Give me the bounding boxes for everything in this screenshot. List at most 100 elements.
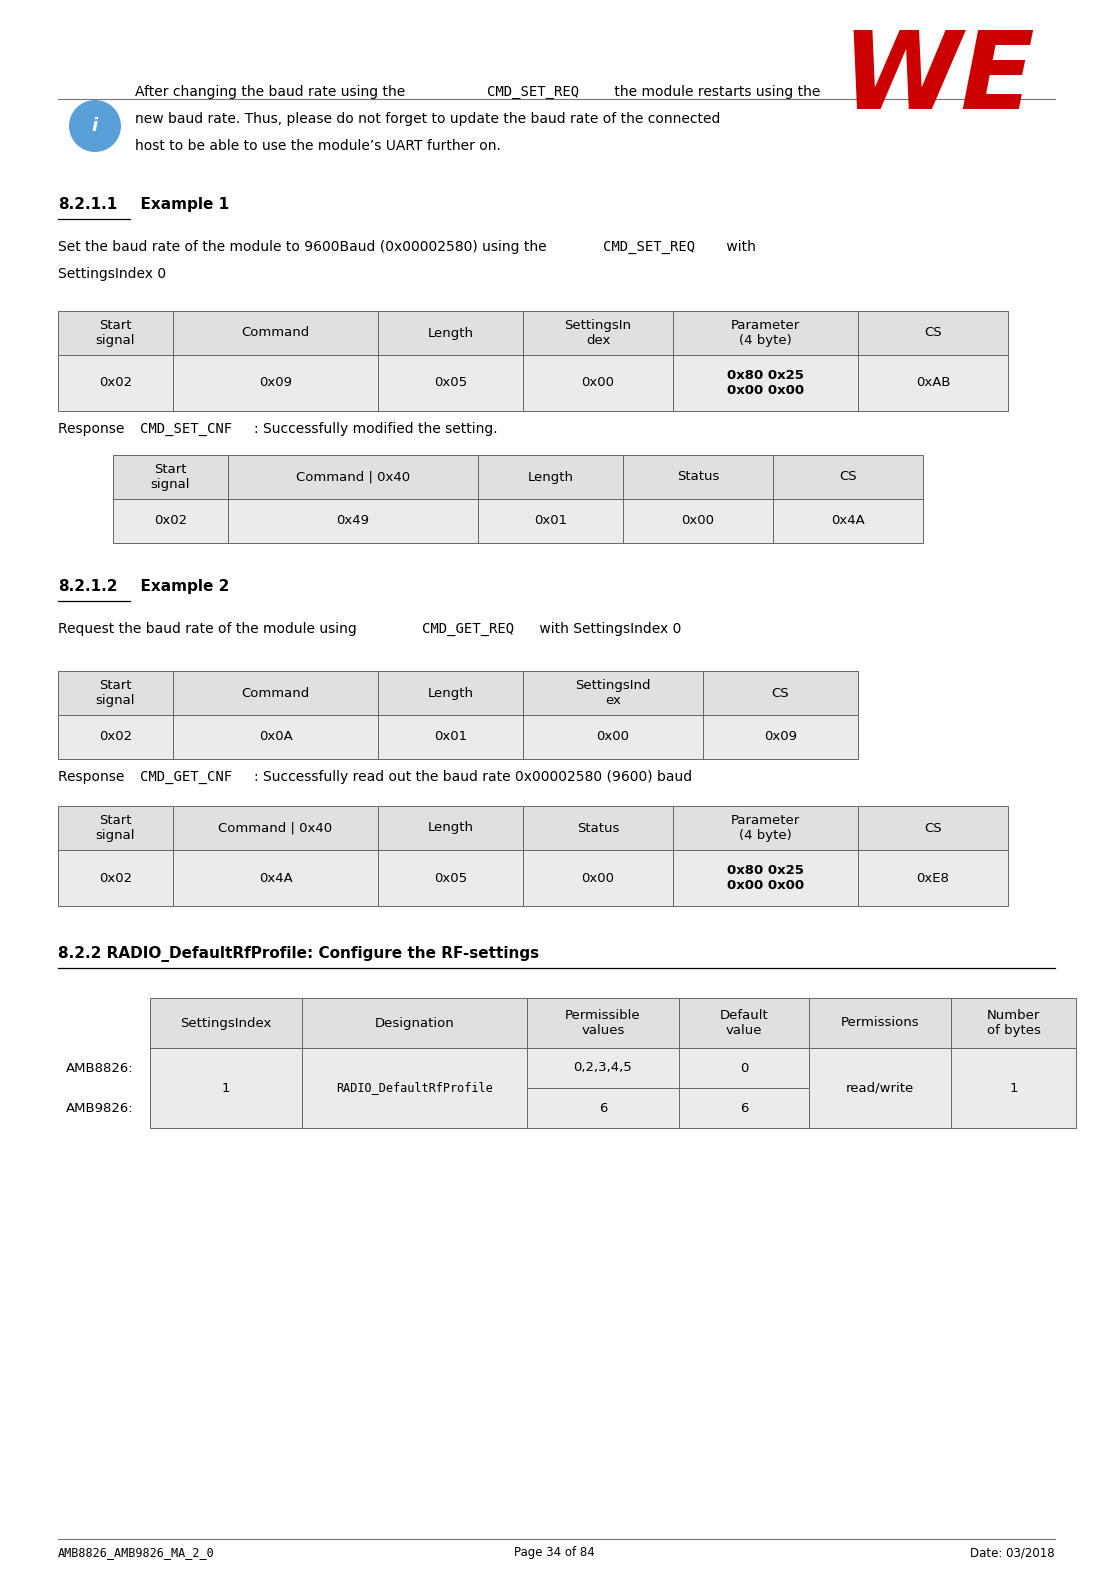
Text: Parameter
(4 byte): Parameter (4 byte) bbox=[731, 814, 800, 843]
Text: 8.2.1.2: 8.2.1.2 bbox=[58, 579, 117, 594]
Bar bbox=[858, 806, 1008, 851]
Text: 0x05: 0x05 bbox=[434, 376, 468, 389]
Text: 0x02: 0x02 bbox=[154, 514, 187, 528]
Bar bbox=[858, 356, 1008, 411]
Text: AMB8826:: AMB8826: bbox=[66, 1061, 134, 1075]
Text: AMB9826:: AMB9826: bbox=[66, 1102, 134, 1115]
Bar bbox=[173, 311, 378, 356]
Text: host to be able to use the module’s UART further on.: host to be able to use the module’s UART… bbox=[135, 139, 501, 153]
Text: Page 34 of 84: Page 34 of 84 bbox=[514, 1546, 594, 1559]
Text: SettingsIndex 0: SettingsIndex 0 bbox=[58, 267, 166, 281]
Bar bbox=[478, 500, 623, 542]
Text: RADIO_DefaultRfProfile: RADIO_DefaultRfProfile bbox=[336, 1081, 493, 1094]
Bar bbox=[302, 1048, 527, 1127]
Text: the module restarts using the: the module restarts using the bbox=[609, 85, 820, 100]
Text: CMD_SET_REQ: CMD_SET_REQ bbox=[603, 240, 695, 255]
Bar bbox=[173, 670, 378, 715]
Text: 6: 6 bbox=[598, 1102, 607, 1115]
Text: 0x80 0x25
0x00 0x00: 0x80 0x25 0x00 0x00 bbox=[727, 368, 804, 397]
Text: SettingsIn
dex: SettingsIn dex bbox=[564, 319, 632, 346]
Text: CS: CS bbox=[924, 327, 942, 340]
Bar bbox=[527, 998, 679, 1048]
Bar bbox=[623, 455, 773, 500]
Text: Command | 0x40: Command | 0x40 bbox=[296, 471, 410, 484]
Text: Set the baud rate of the module to 9600Baud (0x00002580) using the: Set the baud rate of the module to 9600B… bbox=[58, 240, 551, 255]
Bar bbox=[773, 500, 923, 542]
Bar bbox=[702, 670, 858, 715]
Text: 0x4A: 0x4A bbox=[831, 514, 865, 528]
Bar bbox=[858, 311, 1008, 356]
Text: CMD_GET_REQ: CMD_GET_REQ bbox=[422, 623, 514, 636]
Text: Response: Response bbox=[58, 422, 129, 436]
Text: 0x0A: 0x0A bbox=[258, 730, 293, 743]
Text: 0,2,3,4,5: 0,2,3,4,5 bbox=[574, 1061, 633, 1075]
Bar bbox=[150, 1048, 302, 1127]
Bar bbox=[523, 851, 673, 906]
Text: CS: CS bbox=[771, 686, 789, 699]
Text: CMD_SET_REQ: CMD_SET_REQ bbox=[486, 85, 578, 100]
Bar bbox=[173, 715, 378, 759]
Text: 0xAB: 0xAB bbox=[915, 376, 951, 389]
Bar bbox=[378, 670, 523, 715]
Text: Command | 0x40: Command | 0x40 bbox=[218, 822, 332, 835]
Text: Default
value: Default value bbox=[719, 1009, 768, 1037]
Text: WE: WE bbox=[841, 25, 1035, 131]
Text: AMB8826_AMB9826_MA_2_0: AMB8826_AMB9826_MA_2_0 bbox=[58, 1546, 215, 1559]
Text: Length: Length bbox=[428, 686, 473, 699]
Text: Start
signal: Start signal bbox=[95, 814, 135, 843]
Bar bbox=[527, 1048, 679, 1088]
Text: with SettingsIndex 0: with SettingsIndex 0 bbox=[535, 621, 681, 636]
Text: read/write: read/write bbox=[845, 1081, 914, 1094]
Text: 0x01: 0x01 bbox=[434, 730, 468, 743]
Text: Permissible
values: Permissible values bbox=[565, 1009, 640, 1037]
Text: 0x49: 0x49 bbox=[337, 514, 369, 528]
Bar bbox=[523, 806, 673, 851]
Bar bbox=[478, 455, 623, 500]
Bar bbox=[58, 715, 173, 759]
Text: Response: Response bbox=[58, 770, 129, 784]
Bar bbox=[58, 311, 173, 356]
Bar bbox=[951, 1048, 1076, 1127]
Text: Command: Command bbox=[242, 686, 309, 699]
Text: 0x01: 0x01 bbox=[534, 514, 567, 528]
Text: 0x05: 0x05 bbox=[434, 871, 468, 884]
Text: Start
signal: Start signal bbox=[151, 463, 191, 492]
Bar bbox=[623, 500, 773, 542]
Text: 8.2.2 RADIO_DefaultRfProfile: Configure the RF-settings: 8.2.2 RADIO_DefaultRfProfile: Configure … bbox=[58, 945, 540, 961]
Bar bbox=[378, 715, 523, 759]
Bar bbox=[527, 1088, 679, 1127]
Bar bbox=[228, 500, 478, 542]
Text: Example 2: Example 2 bbox=[130, 579, 229, 594]
Text: CS: CS bbox=[839, 471, 856, 484]
Text: CS: CS bbox=[924, 822, 942, 835]
Text: Start
signal: Start signal bbox=[95, 319, 135, 346]
Bar bbox=[673, 851, 858, 906]
Text: Permissions: Permissions bbox=[841, 1017, 920, 1029]
Text: SettingsIndex: SettingsIndex bbox=[181, 1017, 271, 1029]
Bar bbox=[679, 1048, 809, 1088]
Text: Command: Command bbox=[242, 327, 309, 340]
Text: : Successfully modified the setting.: : Successfully modified the setting. bbox=[254, 422, 497, 436]
Bar bbox=[302, 998, 527, 1048]
Bar bbox=[173, 806, 378, 851]
Text: Date: 03/2018: Date: 03/2018 bbox=[971, 1546, 1055, 1559]
Text: 0x09: 0x09 bbox=[765, 730, 797, 743]
Text: Designation: Designation bbox=[375, 1017, 454, 1029]
Text: with: with bbox=[722, 240, 756, 255]
Text: Status: Status bbox=[677, 471, 719, 484]
Bar bbox=[858, 851, 1008, 906]
Text: 0x00: 0x00 bbox=[582, 376, 615, 389]
Text: CMD_SET_CNF: CMD_SET_CNF bbox=[140, 422, 232, 436]
Text: Length: Length bbox=[428, 327, 473, 340]
Bar bbox=[378, 851, 523, 906]
Text: Request the baud rate of the module using: Request the baud rate of the module usin… bbox=[58, 621, 366, 636]
Bar bbox=[673, 806, 858, 851]
Circle shape bbox=[69, 100, 121, 152]
Text: 0x02: 0x02 bbox=[99, 730, 132, 743]
Bar bbox=[378, 806, 523, 851]
Bar bbox=[113, 500, 228, 542]
Text: 0x00: 0x00 bbox=[582, 871, 615, 884]
Bar bbox=[809, 1048, 951, 1127]
Text: 8.2.1.1: 8.2.1.1 bbox=[58, 198, 117, 212]
Bar bbox=[523, 311, 673, 356]
